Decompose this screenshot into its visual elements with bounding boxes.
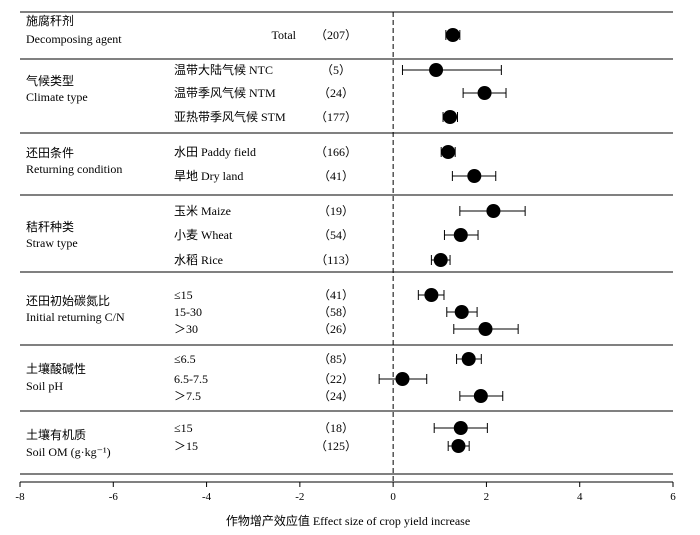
x-axis: -8 -6 -4 -2 0 2 4 6 bbox=[15, 481, 676, 503]
group-title-cn: 施腐秆剂 bbox=[26, 13, 74, 28]
group-title-cn: 气候类型 bbox=[26, 73, 74, 88]
group-title-en: Initial returning C/N bbox=[26, 310, 125, 324]
effect-point bbox=[461, 352, 476, 366]
x-tick-label: 6 bbox=[670, 491, 676, 503]
group-title-cn: 土壤有机质 bbox=[26, 427, 86, 442]
sample-size: （177） bbox=[315, 110, 357, 124]
sample-size: （19） bbox=[318, 204, 354, 218]
row-label: 15-30 bbox=[174, 305, 202, 319]
sample-size: （58） bbox=[318, 305, 354, 319]
group-title-en: Soil pH bbox=[26, 379, 63, 393]
sample-size: （26） bbox=[318, 322, 354, 336]
x-tick-label: -6 bbox=[109, 491, 119, 503]
row-label: 亚热带季风气候 STM bbox=[174, 109, 286, 124]
sample-size: （54） bbox=[318, 228, 354, 242]
sample-size: （41） bbox=[318, 169, 354, 183]
sample-size: （125） bbox=[315, 439, 357, 453]
sample-size: （24） bbox=[318, 86, 354, 100]
row-label: ≤15 bbox=[174, 421, 193, 435]
effect-point bbox=[445, 28, 460, 42]
row-label: 温带大陆气候 NTC bbox=[174, 62, 273, 77]
sample-size: （24） bbox=[318, 389, 354, 403]
effect-point bbox=[477, 86, 492, 100]
group-title-cn: 还田初始碳氮比 bbox=[26, 293, 110, 308]
effect-point bbox=[467, 169, 482, 183]
effect-point bbox=[454, 305, 469, 319]
sample-size: （207） bbox=[315, 28, 357, 42]
row-label: ≤15 bbox=[174, 288, 193, 302]
effect-point bbox=[453, 228, 468, 242]
row-label: ＞30 bbox=[174, 322, 198, 336]
row-label: 旱地 Dry land bbox=[174, 169, 243, 183]
row-label: 6.5-7.5 bbox=[174, 372, 208, 386]
row-label: 小麦 Wheat bbox=[174, 228, 233, 242]
sample-size: （85） bbox=[318, 352, 354, 366]
sample-size: （41） bbox=[318, 288, 354, 302]
sample-size: （18） bbox=[318, 421, 354, 435]
group-title-en: Returning condition bbox=[26, 162, 122, 176]
effect-point bbox=[429, 63, 444, 77]
x-tick-label: -8 bbox=[15, 491, 25, 503]
row-label: ＞7.5 bbox=[174, 389, 201, 403]
effect-point bbox=[395, 372, 410, 386]
row-label: 温带季风气候 NTM bbox=[174, 85, 276, 100]
x-axis-label: 作物增产效应值 Effect size of crop yield increa… bbox=[226, 513, 470, 528]
group-title-cn: 还田条件 bbox=[26, 146, 74, 160]
sample-size: （5） bbox=[321, 63, 351, 77]
effect-marks bbox=[378, 28, 526, 453]
effect-point bbox=[478, 322, 493, 336]
row-labels: 施腐秆剂 Decomposing agent Total （207） 气候类型 Clima… bbox=[26, 13, 357, 459]
row-label: Total bbox=[272, 28, 297, 42]
effect-point bbox=[443, 110, 458, 124]
sample-size: （113） bbox=[315, 253, 357, 267]
group-title-en: Climate type bbox=[26, 90, 88, 104]
effect-point bbox=[441, 145, 456, 159]
group-title-cn: 秸秆种类 bbox=[26, 220, 74, 234]
group-title-en: Straw type bbox=[26, 236, 78, 250]
x-tick-label: -2 bbox=[295, 491, 304, 503]
group-title-cn: 土壤酸碱性 bbox=[26, 361, 86, 376]
row-label: ≤6.5 bbox=[174, 352, 196, 366]
effect-point bbox=[453, 421, 468, 435]
group-title-en: Soil OM (g·kg⁻¹) bbox=[26, 445, 111, 459]
group-title-en: Decomposing agent bbox=[26, 32, 122, 46]
effect-point bbox=[433, 253, 448, 267]
row-label: 水稻 Rice bbox=[174, 253, 223, 267]
x-tick-label: 0 bbox=[390, 491, 396, 503]
x-tick-label: 2 bbox=[484, 491, 490, 503]
effect-point bbox=[473, 389, 488, 403]
effect-point bbox=[424, 288, 439, 302]
effect-point bbox=[486, 204, 501, 218]
sample-size: （22） bbox=[318, 372, 354, 386]
group-frame bbox=[20, 11, 673, 475]
x-tick-label: -4 bbox=[202, 491, 212, 503]
x-tick-label: 4 bbox=[577, 491, 583, 503]
row-label: 水田 Paddy field bbox=[174, 145, 256, 159]
effect-point bbox=[451, 439, 466, 453]
row-label: ＞15 bbox=[174, 439, 198, 453]
sample-size: （166） bbox=[315, 145, 357, 159]
row-label: 玉米 Maize bbox=[174, 204, 231, 218]
